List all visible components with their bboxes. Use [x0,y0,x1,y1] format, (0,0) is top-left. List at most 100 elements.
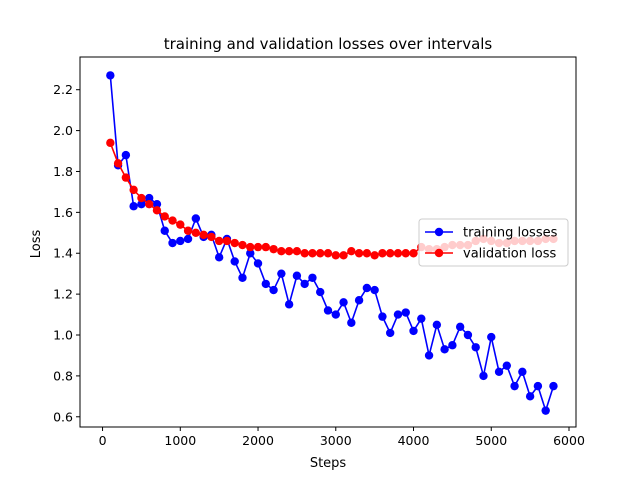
data-point [370,285,379,295]
data-point [440,345,449,354]
legend-box [418,218,569,267]
data-point [183,226,193,235]
data-point [401,308,410,317]
data-point [300,249,309,258]
data-point [362,249,372,258]
data-point [393,310,403,319]
data-point [129,202,138,211]
data-point [494,367,504,377]
data-point [137,193,146,203]
data-point [300,279,309,289]
data-point [176,220,185,229]
data-point [160,226,169,235]
data-point [222,236,232,246]
data-point [308,273,317,282]
data-point [230,257,239,266]
x-tick-label: 2000 [242,433,274,448]
data-point [292,271,302,280]
legend-label: training losses [463,226,558,241]
y-tick-label: 0.8 [53,368,73,383]
data-point [362,283,372,293]
plot-frame [79,56,577,428]
x-tick-label: 6000 [553,433,585,448]
data-point [269,244,278,254]
data-point [424,351,434,360]
data-point [152,206,162,215]
chart-title: training and validation losses over inte… [164,35,493,53]
x-tick-label: 0 [99,433,107,448]
data-point [378,249,387,258]
data-point [106,138,115,148]
data-point [370,251,379,260]
x-tick-label: 4000 [398,433,430,448]
data-point [417,314,426,323]
data-point [347,246,356,256]
data-point [385,328,395,338]
data-point [129,185,138,195]
data-point [246,242,255,252]
data-point [269,285,278,295]
data-point [144,199,154,209]
data-point [533,381,543,391]
data-point [510,381,519,391]
data-point [284,246,294,256]
legend-label: validation loss [463,247,556,262]
data-point [277,246,286,256]
x-tick-label: 1000 [164,433,196,448]
data-point [168,238,177,248]
legend-marker [434,227,444,237]
y-axis-label: Loss [29,230,44,259]
data-point [277,269,286,278]
data-point [152,199,162,209]
x-tick-label: 3000 [320,433,352,448]
data-point [121,173,131,182]
data-point [354,296,364,305]
data-point [230,238,239,248]
data-point [261,279,271,289]
data-point [541,406,550,415]
data-point [308,249,317,258]
data-point [191,228,201,238]
x-axis-ticks: 0 1000 2000 3000 4000 5000 6000 [99,427,585,448]
x-axis-label: Steps [310,456,347,471]
y-tick-label: 0.6 [53,409,73,424]
data-point [525,392,535,401]
data-point [455,322,465,332]
data-point [106,71,115,80]
data-point [549,381,558,391]
y-tick-label: 2.0 [53,123,73,138]
data-point [246,249,255,258]
data-point [432,320,442,329]
data-point [113,159,123,168]
data-point [207,232,216,242]
y-axis-ticks: 0.6 0.8 1.0 1.2 1.4 1.6 1.8 2.0 2.2 [53,82,80,424]
data-point [463,330,473,340]
y-tick-label: 2.2 [53,82,73,97]
data-point [292,246,302,256]
data-point [479,371,488,381]
data-point [253,259,263,268]
data-point [448,341,457,350]
data-point [331,310,340,319]
data-point [409,249,418,258]
data-point [316,249,325,258]
data-point [183,234,193,244]
data-point [385,249,395,258]
data-point [137,199,146,209]
data-point [401,249,410,258]
data-point [144,193,154,203]
data-point [354,249,364,258]
data-point [347,318,356,327]
data-point [331,251,340,260]
data-point [176,236,185,246]
data-point [502,361,512,370]
x-tick-label: 5000 [475,433,507,448]
data-point [323,249,333,258]
y-tick-label: 1.4 [53,246,73,261]
data-point [284,300,294,309]
y-tick-label: 1.2 [53,287,73,302]
data-point [409,326,418,336]
data-point [316,287,325,297]
data-point [261,242,271,252]
